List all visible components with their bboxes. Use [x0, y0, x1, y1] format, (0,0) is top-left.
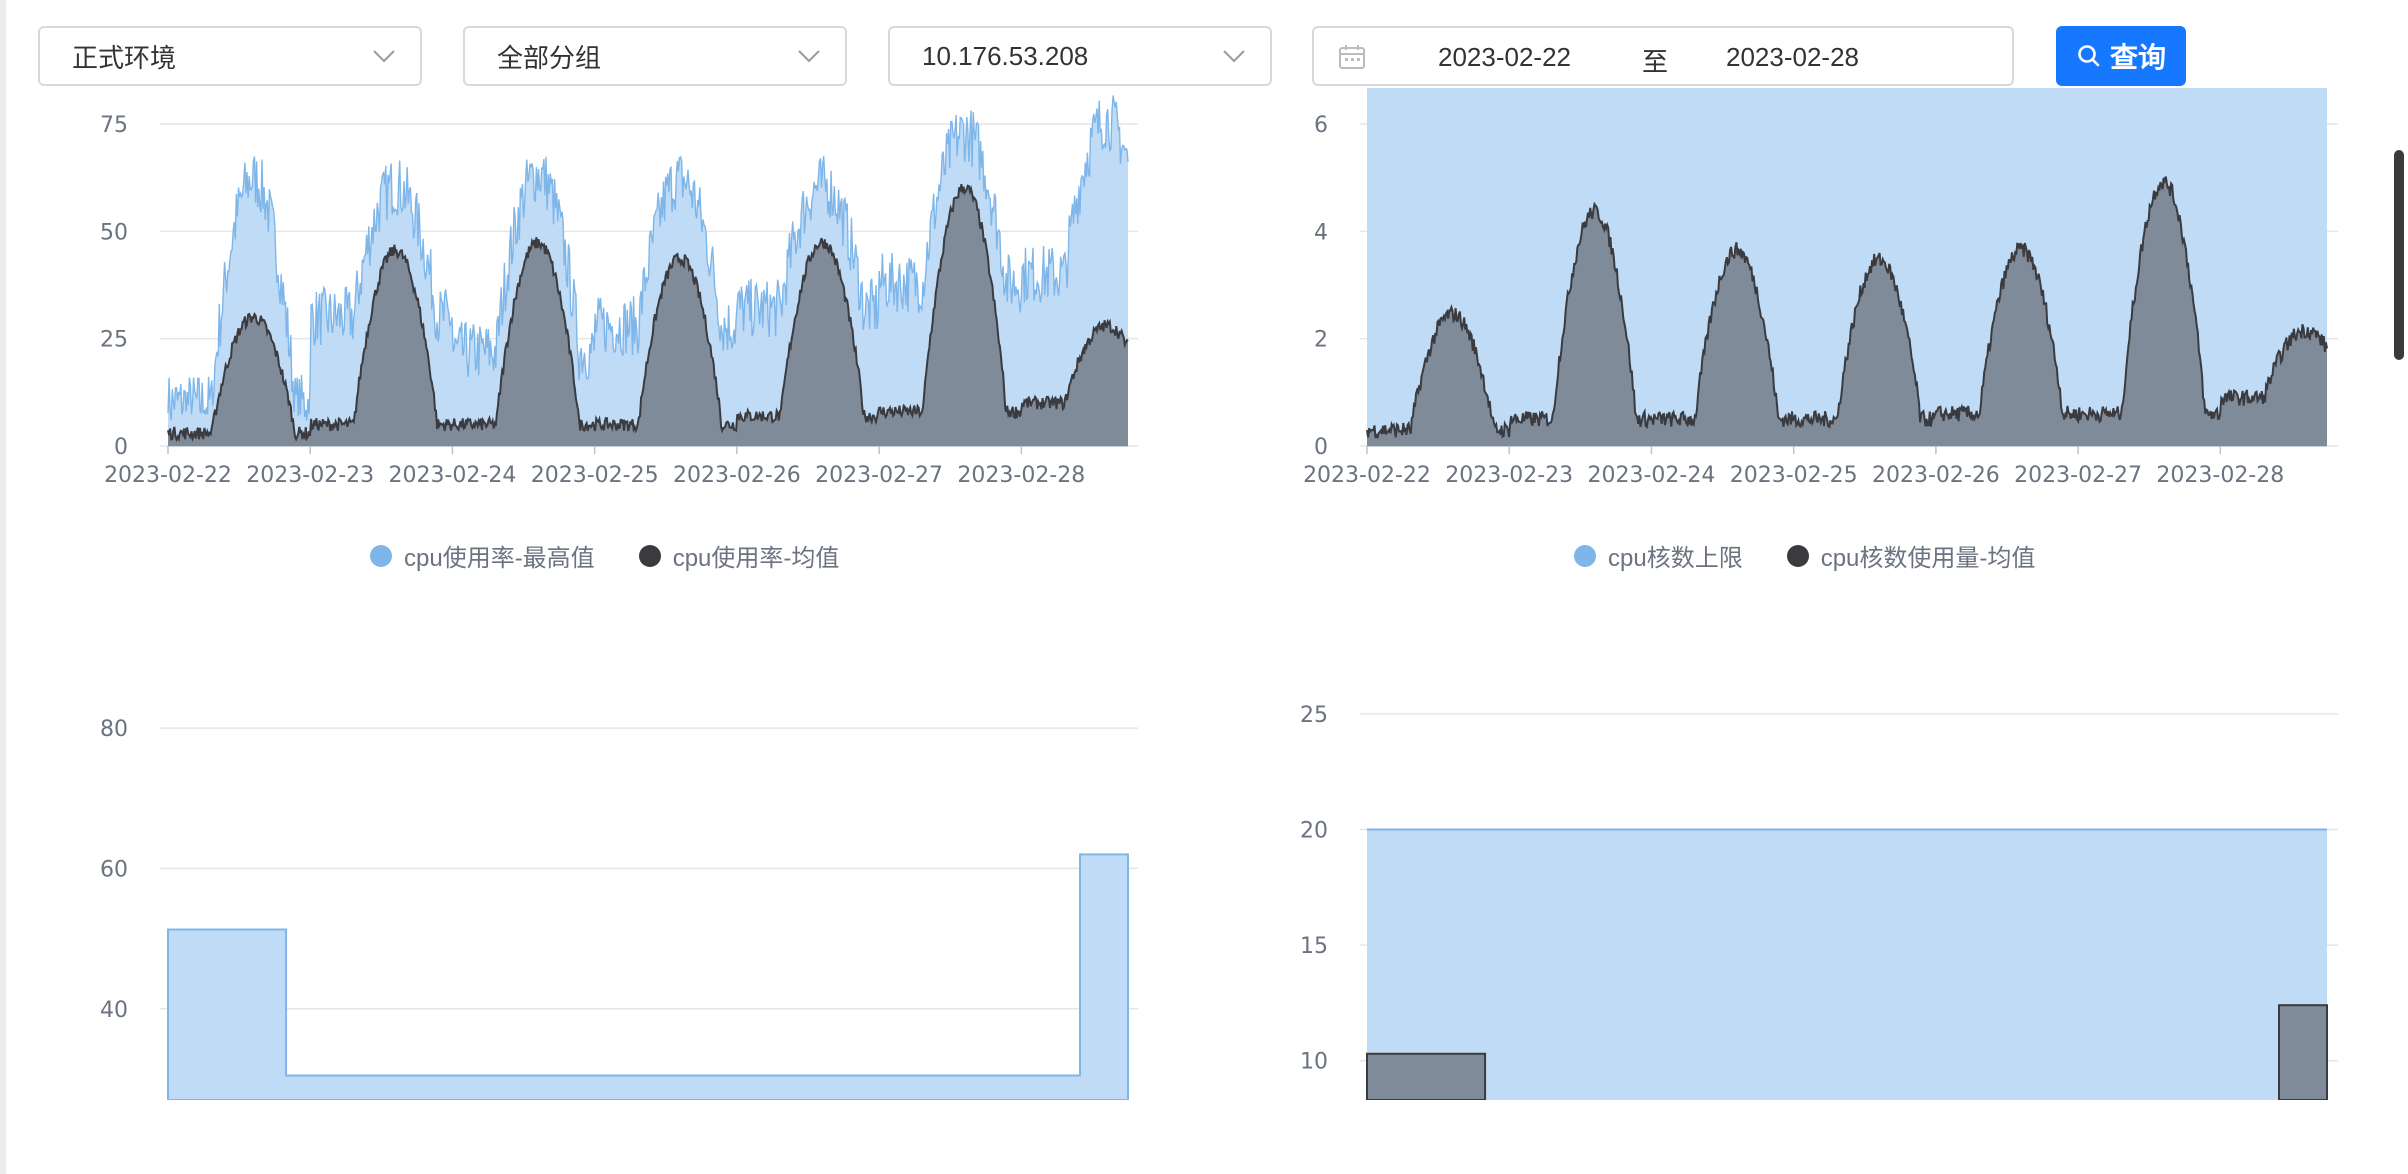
cpu-usage-chart: 0 25 50 75 2023-02-22 2023-02-23 2023-02-24 202… [100, 95, 1138, 488]
page-left-edge [0, 0, 6, 1174]
y-tick-label: 6 [1314, 113, 1328, 138]
x-tick-label: 2023-02-26 [1872, 463, 2000, 488]
legend-marker-cpu-mean [638, 544, 661, 567]
environment-select[interactable]: 正式环境 [38, 26, 422, 86]
chevron-down-icon [373, 50, 395, 63]
x-tick-label: 2023-02-27 [2014, 463, 2142, 488]
x-tick-label: 2023-02-26 [673, 463, 801, 488]
y-tick-label: 10 [1300, 1050, 1328, 1075]
legend-label-core-limit: cpu核数上限 [1608, 545, 1743, 572]
legend-item-core-mean[interactable]: cpu核数使用量-均值 [1786, 538, 2036, 573]
legend-item-core-limit[interactable]: cpu核数上限 [1574, 538, 1743, 573]
series-area-cpu-mean [168, 184, 1128, 446]
cpu-usage-legend: cpu使用率-最高值 cpu使用率-均值 [370, 538, 839, 573]
x-tick-label: 2023-02-25 [1730, 463, 1858, 488]
host-select[interactable]: 10.176.53.208 [888, 26, 1272, 86]
y-tick-label: 0 [114, 435, 128, 460]
date-range-separator: 至 [1642, 47, 1669, 77]
x-tick-label: 2023-02-24 [1588, 463, 1716, 488]
search-icon [2078, 45, 2100, 67]
series-area-lower-left [167, 853, 1129, 1100]
y-tick-label: 25 [100, 328, 128, 353]
cpu-cores-chart: 0 2 4 6 2023-02-22 2023-02-23 2023-02-24 2023-0… [1303, 88, 2338, 488]
x-tick-label: 2023-02-23 [246, 463, 374, 488]
legend-item-cpu-mean[interactable]: cpu使用率-均值 [638, 538, 840, 573]
legend-label-core-mean: cpu核数使用量-均值 [1820, 545, 2036, 572]
x-tick-label: 2023-02-25 [531, 463, 659, 488]
y-tick-label: 25 [1300, 703, 1328, 728]
y-tick-label: 60 [100, 857, 128, 882]
chevron-down-icon [798, 50, 820, 63]
cpu-cores-legend: cpu核数上限 cpu核数使用量-均值 [1574, 538, 2035, 573]
date-range-picker[interactable]: 2023-02-22 至 2023-02-28 [1312, 26, 2014, 86]
lower-left-chart: 40 60 80 [100, 717, 1138, 1100]
start-date-input[interactable]: 2023-02-22 [1438, 42, 1571, 72]
legend-label-cpu-max: cpu使用率-最高值 [404, 545, 595, 572]
series-area-lower-right-usage [1366, 1052, 1487, 1100]
query-button[interactable]: 查询 [2056, 26, 2186, 86]
y-tick-label: 80 [100, 717, 128, 742]
legend-marker-core-limit [1574, 544, 1596, 567]
y-tick-label: 50 [100, 220, 128, 245]
chevron-down-icon [1223, 50, 1245, 63]
series-line-cpu-mean [167, 183, 1129, 443]
x-tick-label: 2023-02-23 [1445, 463, 1573, 488]
group-select[interactable]: 全部分组 [463, 26, 847, 86]
y-tick-label: 4 [1314, 220, 1328, 245]
y-tick-label: 2 [1314, 328, 1328, 353]
query-button-label: 查询 [2109, 42, 2166, 73]
filter-toolbar: 正式环境 全部分组 10.176.53.208 2023-02-22 至 202… [0, 0, 2408, 92]
x-tick-label: 2023-02-27 [815, 463, 943, 488]
series-area-lower-right-limit [1367, 829, 2327, 1100]
y-tick-label: 15 [1300, 934, 1328, 959]
x-tick-label: 2023-02-28 [957, 463, 1085, 488]
y-tick-label: 0 [1314, 435, 1328, 460]
environment-select-value: 正式环境 [72, 42, 177, 73]
series-area-core-mean [1367, 176, 2327, 446]
legend-item-cpu-max[interactable]: cpu使用率-最高值 [370, 538, 595, 573]
series-area-lower-right-usage [2278, 1004, 2328, 1100]
calendar-icon [1339, 45, 1365, 69]
x-tick-label: 2023-02-22 [104, 463, 232, 488]
end-date-input[interactable]: 2023-02-28 [1726, 42, 1859, 72]
legend-label-cpu-mean: cpu使用率-均值 [672, 545, 840, 572]
series-line-core-mean [1366, 176, 2328, 440]
y-tick-label: 40 [100, 998, 128, 1023]
x-tick-label: 2023-02-22 [1303, 463, 1431, 488]
lower-right-chart: 10 15 20 25 [1300, 703, 2338, 1100]
y-tick-label: 20 [1300, 818, 1328, 843]
legend-marker-cpu-max [370, 544, 392, 567]
group-select-value: 全部分组 [497, 42, 602, 73]
legend-marker-core-mean [1786, 544, 1809, 567]
x-tick-label: 2023-02-24 [389, 463, 517, 488]
scrollbar-thumb[interactable] [2394, 150, 2404, 360]
series-line-cpu-max [167, 95, 1129, 421]
host-select-value: 10.176.53.208 [922, 40, 1089, 71]
x-tick-label: 2023-02-28 [2156, 463, 2284, 488]
y-tick-label: 75 [100, 113, 128, 138]
